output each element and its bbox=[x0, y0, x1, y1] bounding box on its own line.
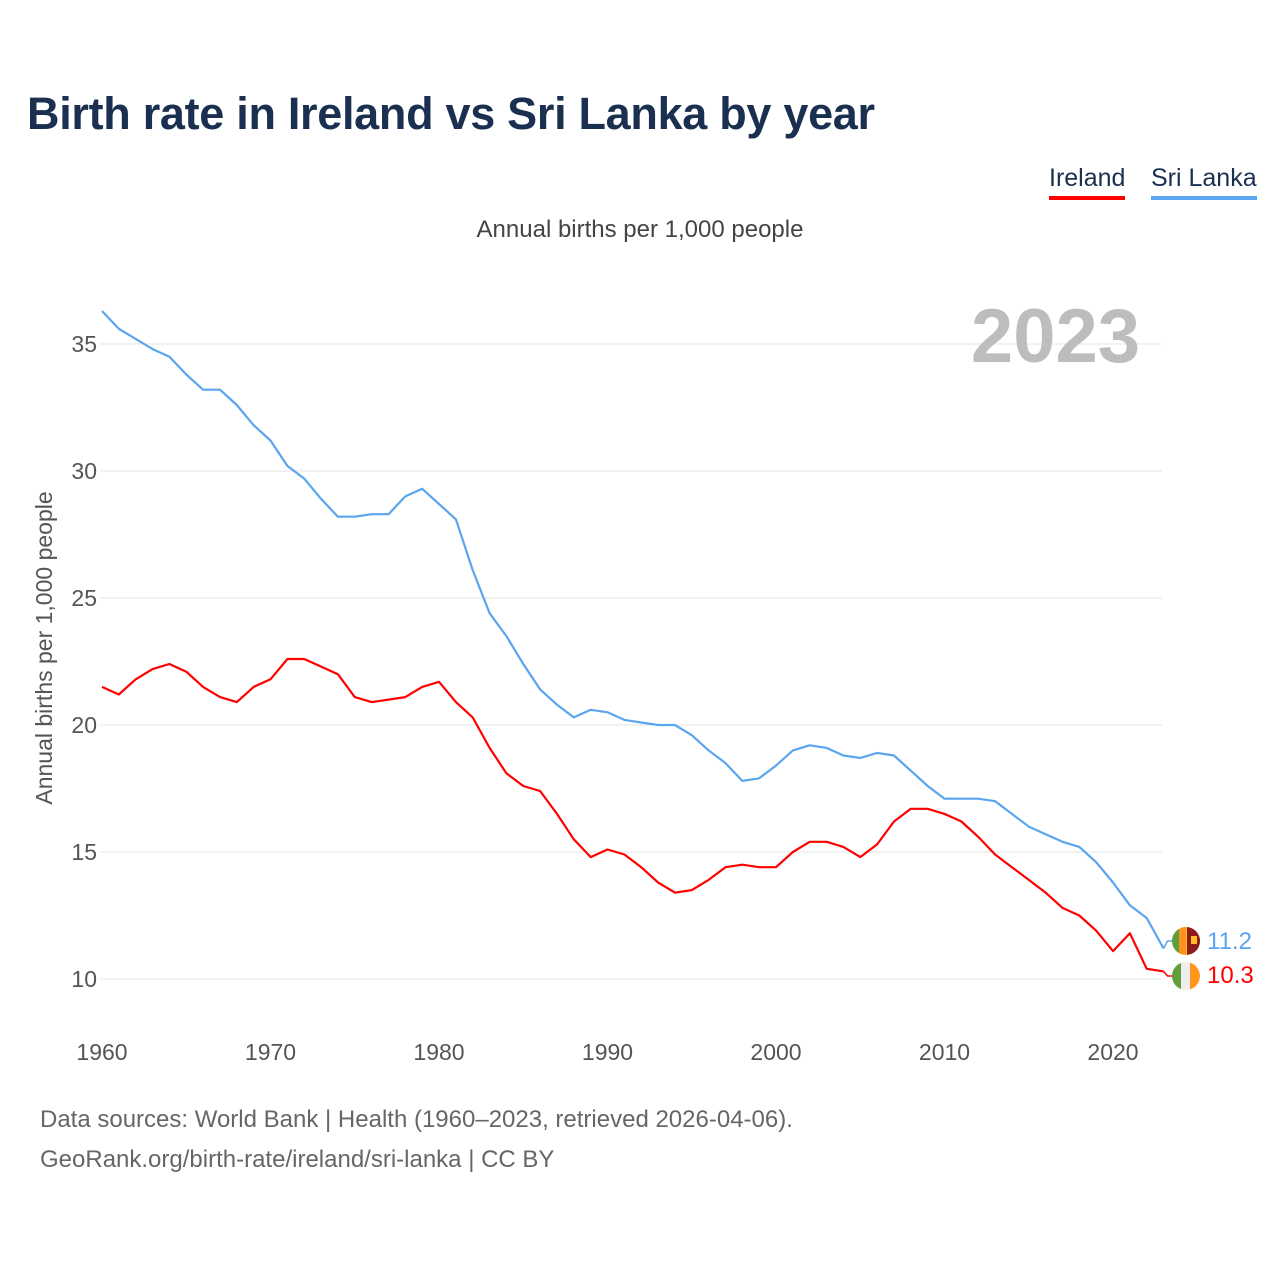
x-tick-label: 1990 bbox=[582, 1039, 633, 1065]
chart-title: Birth rate in Ireland vs Sri Lanka by ye… bbox=[27, 88, 875, 139]
sri-lanka-line bbox=[101, 310, 1165, 950]
chart-subtitle: Annual births per 1,000 people bbox=[476, 216, 804, 243]
sri-lanka-flag-icon bbox=[1172, 927, 1200, 955]
y-tick-label: 15 bbox=[71, 839, 97, 865]
year-watermark: 2023 bbox=[971, 294, 1140, 379]
footer-sources: Data sources: World Bank | Health (1960–… bbox=[40, 1106, 793, 1133]
y-tick-label: 35 bbox=[71, 331, 97, 357]
end-connector bbox=[1162, 940, 1174, 949]
x-tick-label: 1980 bbox=[413, 1039, 464, 1065]
x-tick-label: 2010 bbox=[919, 1039, 970, 1065]
x-tick-label: 2000 bbox=[750, 1039, 801, 1065]
y-tick-label: 20 bbox=[71, 712, 97, 738]
footer-link[interactable]: GeoRank.org/birth-rate/ireland/sri-lanka… bbox=[40, 1146, 555, 1173]
y-axis-label: Annual births per 1,000 people bbox=[31, 491, 57, 804]
sri-lanka-end-value: 11.2 bbox=[1207, 928, 1252, 955]
x-tick-label: 1960 bbox=[76, 1039, 127, 1065]
x-tick-label: 2020 bbox=[1087, 1039, 1138, 1065]
y-tick-label: 10 bbox=[71, 966, 97, 992]
legend-item-sri-lanka[interactable]: Sri Lanka bbox=[1151, 164, 1257, 200]
y-tick-label: 30 bbox=[71, 458, 97, 484]
ireland-end-value: 10.3 bbox=[1207, 962, 1254, 989]
ireland-line bbox=[101, 657, 1164, 973]
legend-item-ireland[interactable]: Ireland bbox=[1049, 164, 1126, 200]
x-tick-label: 1970 bbox=[245, 1039, 296, 1065]
end-connector bbox=[1162, 970, 1174, 977]
ireland-flag-icon bbox=[1172, 962, 1200, 990]
y-tick-label: 25 bbox=[71, 585, 97, 611]
